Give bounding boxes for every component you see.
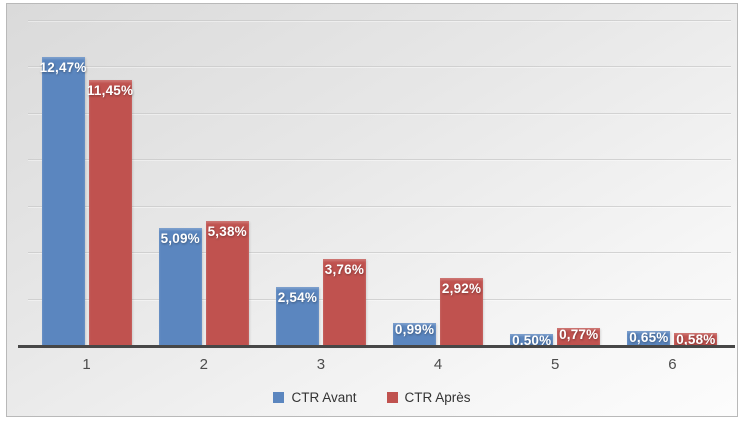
plot-area: 12,47% 11,45% 5,09% 5,38% 2,54% 3,76% 0,99% 2,9… bbox=[18, 12, 735, 348]
gridline-10 bbox=[28, 112, 731, 114]
bar-value-label: 0,99% bbox=[394, 322, 435, 338]
bar-value-label: 12,47% bbox=[39, 59, 87, 75]
bar-value-label: 0,77% bbox=[559, 327, 599, 343]
bar-value-label: 0,58% bbox=[676, 331, 716, 347]
bar-value-label: 11,45% bbox=[86, 83, 134, 99]
bar-value-label: 0,65% bbox=[629, 329, 669, 345]
legend-label-avant: CTR Avant bbox=[291, 390, 357, 405]
legend-swatch-avant-icon bbox=[273, 392, 285, 403]
legend: CTR Avant CTR Après bbox=[7, 390, 737, 405]
x-axis-label-2: 2 bbox=[199, 356, 208, 373]
legend-item-ctr-avant: CTR Avant bbox=[273, 390, 357, 405]
gridline-14 bbox=[28, 20, 731, 21]
bar-avant-4: 0,99% bbox=[393, 322, 437, 346]
bar-value-label: 5,09% bbox=[160, 230, 200, 246]
x-axis-labels: 1 2 3 4 5 6 bbox=[28, 356, 731, 373]
bar-value-label: 2,92% bbox=[441, 281, 482, 297]
bar-apres-4: 2,92% bbox=[440, 278, 484, 346]
bar-apres-2: 5,38% bbox=[205, 221, 249, 346]
bar-group-6: 0,65% 0,58% bbox=[627, 329, 718, 347]
bar-apres-5: 0,77% bbox=[557, 327, 601, 346]
bar-apres-1: 11,45% bbox=[86, 80, 134, 346]
bar-avant-6: 0,65% bbox=[627, 329, 671, 346]
chart-frame: 12,47% 11,45% 5,09% 5,38% 2,54% 3,76% 0,99% 2,9… bbox=[6, 3, 738, 417]
x-axis-line bbox=[18, 345, 735, 348]
gridline-4 bbox=[28, 252, 731, 254]
bar-apres-6: 0,58% bbox=[674, 331, 718, 347]
legend-item-ctr-apres: CTR Après bbox=[386, 390, 471, 405]
bar-groups: 12,47% 11,45% 5,09% 5,38% 2,54% 3,76% 0,99% 2,9… bbox=[28, 12, 731, 348]
bar-value-label: 5,38% bbox=[207, 224, 247, 240]
bar-value-label: 0,50% bbox=[512, 333, 552, 348]
x-axis-label-4: 4 bbox=[433, 356, 443, 373]
bar-avant-1: 12,47% bbox=[39, 56, 87, 346]
bar-avant-2: 5,09% bbox=[158, 227, 202, 346]
bar-value-label: 2,54% bbox=[277, 290, 318, 306]
bar-group-4: 0,99% 2,92% bbox=[393, 278, 484, 346]
x-axis-label-3: 3 bbox=[316, 356, 326, 373]
bar-avant-3: 2,54% bbox=[275, 287, 319, 346]
gridline-2 bbox=[28, 298, 731, 300]
bar-avant-5: 0,50% bbox=[510, 333, 554, 348]
bar-group-1: 12,47% 11,45% bbox=[39, 56, 134, 346]
bar-apres-3: 3,76% bbox=[322, 258, 366, 346]
legend-swatch-apres-icon bbox=[386, 392, 398, 403]
gridline-6 bbox=[28, 205, 731, 207]
bar-value-label: 3,76% bbox=[324, 261, 365, 277]
x-axis-label-6: 6 bbox=[668, 356, 677, 373]
gridline-12 bbox=[28, 66, 731, 68]
gridline-8 bbox=[28, 159, 731, 161]
bar-group-2: 5,09% 5,38% bbox=[158, 221, 249, 346]
x-axis-label-1: 1 bbox=[82, 356, 91, 373]
x-axis-label-5: 5 bbox=[551, 356, 560, 373]
bar-group-5: 0,50% 0,77% bbox=[510, 327, 601, 348]
legend-label-apres: CTR Après bbox=[404, 390, 471, 405]
bar-group-3: 2,54% 3,76% bbox=[275, 258, 366, 346]
